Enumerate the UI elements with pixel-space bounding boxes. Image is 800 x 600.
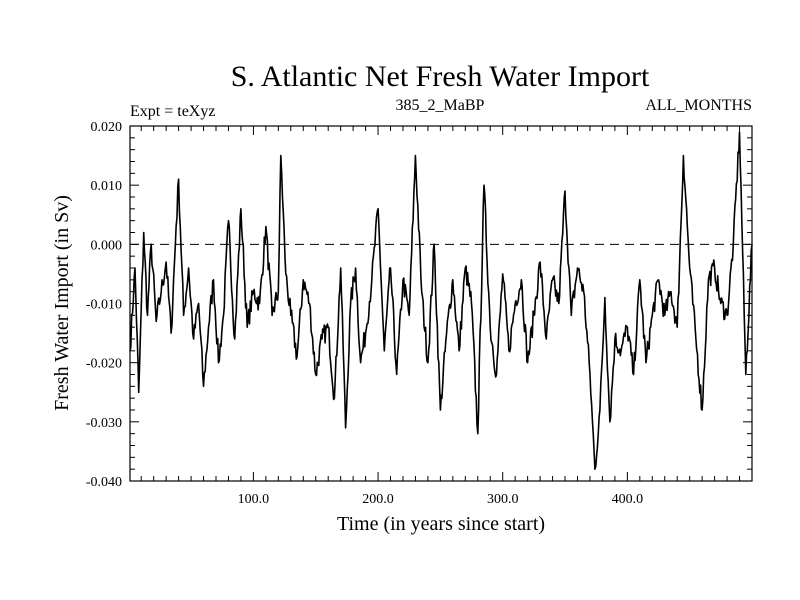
series-line bbox=[129, 131, 753, 470]
chart-title: S. Atlantic Net Fresh Water Import bbox=[231, 60, 650, 93]
y-axis-label: Fresh Water Import (in Sv) bbox=[51, 195, 73, 411]
y-tick-label: -0.010 bbox=[86, 298, 122, 313]
y-tick-label: -0.030 bbox=[86, 416, 122, 431]
subtitle-experiment: Expt = teXyz bbox=[130, 103, 215, 120]
x-tick-label: 100.0 bbox=[238, 492, 270, 507]
x-tick-label: 400.0 bbox=[612, 492, 644, 507]
y-tick-label: -0.020 bbox=[86, 357, 122, 372]
y-tick-label: 0.000 bbox=[91, 238, 123, 253]
y-tick-label: 0.010 bbox=[91, 179, 123, 194]
x-tick-label: 300.0 bbox=[487, 492, 519, 507]
y-tick-label: 0.020 bbox=[91, 120, 123, 135]
x-tick-label: 200.0 bbox=[362, 492, 394, 507]
y-tick-label: -0.040 bbox=[86, 475, 122, 490]
subtitle-run: 385_2_MaBP bbox=[396, 97, 485, 114]
x-axis-label: Time (in years since start) bbox=[337, 513, 545, 535]
subtitle-months: ALL_MONTHS bbox=[645, 97, 752, 114]
plot-frame bbox=[129, 125, 753, 482]
